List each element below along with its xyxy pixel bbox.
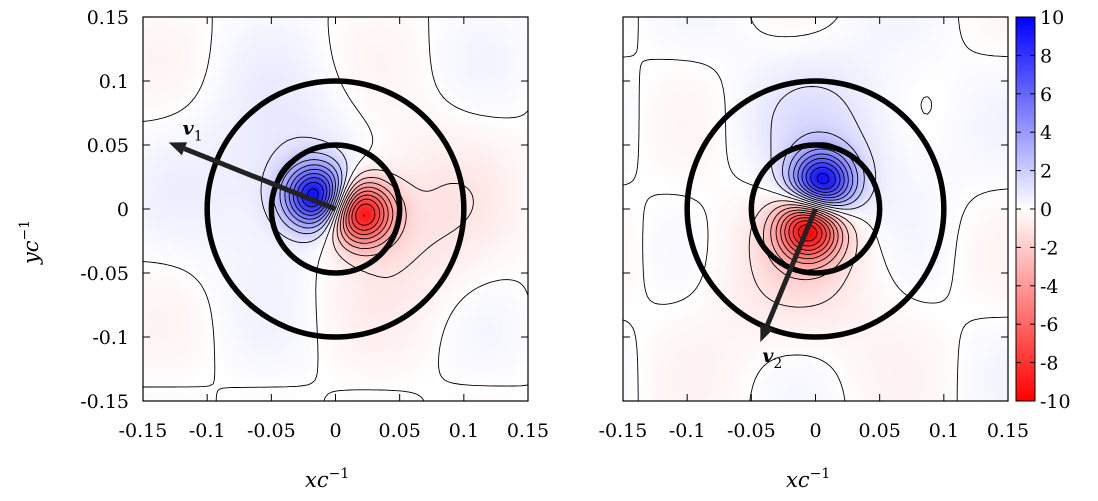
contour-line [332, 169, 474, 278]
contour-line [351, 198, 381, 231]
colorbar-tick-label: -4 [1040, 276, 1059, 298]
contour-line [348, 194, 385, 236]
contour-line [775, 209, 839, 265]
y-tick-label: 0 [117, 199, 129, 221]
x-tick-label: 0.15 [987, 420, 1029, 442]
x-tick-label: 0.1 [449, 420, 479, 442]
colorbar-tick-label: -10 [1040, 391, 1071, 413]
contour-line [805, 162, 841, 193]
contour-line [143, 17, 528, 401]
x-tick-label: -0.05 [727, 420, 776, 442]
colorbar-tick-label: 6 [1040, 84, 1052, 106]
x-tick-label: 0.15 [507, 420, 549, 442]
colorbar-tick-label: -6 [1040, 314, 1059, 336]
y-tick-label: 0.15 [87, 7, 129, 29]
contour-line [345, 190, 389, 240]
x-tick-label: -0.15 [119, 420, 168, 442]
y-tick-label: 0.1 [99, 71, 129, 93]
contour-line [797, 153, 849, 199]
left-y-tick-labels: 0.15 0.1 0.05 0 -0.05 -0.1 -0.15 [80, 7, 129, 413]
right-contours [623, 17, 1008, 401]
right-circles [684, 78, 947, 340]
left-x-tick-labels: -0.15 -0.1 -0.05 0 0.05 0.1 0.15 [119, 420, 550, 442]
right-x-axis-label: xc−1 [786, 466, 830, 492]
colorbar-tick-label: 0 [1040, 199, 1052, 221]
vector-head [168, 142, 188, 156]
contour-line [784, 214, 831, 255]
left-vector-label: v1 [183, 117, 203, 144]
y-tick-label: 0.05 [87, 135, 129, 157]
x-tick-label: 0 [809, 420, 821, 442]
contour-line [780, 212, 835, 260]
contour-line [810, 166, 836, 190]
contour-line [362, 214, 365, 217]
contour-line [279, 159, 339, 229]
contour-line [793, 148, 854, 201]
x-tick-label: 0.1 [929, 420, 959, 442]
x-tick-label: -0.1 [669, 420, 706, 442]
x-tick-label: 0 [329, 420, 341, 442]
contour-line [816, 172, 830, 185]
right-ticks [622, 16, 1009, 402]
left-y-axis-label: yc−1 [17, 220, 43, 265]
x-tick-label: -0.1 [189, 420, 226, 442]
reference-circle [748, 142, 883, 276]
x-tick-label: 0.05 [379, 420, 421, 442]
vector-head [760, 323, 774, 343]
vector-shaft [183, 146, 337, 212]
colorbar-ticks [1016, 16, 1035, 402]
contour-line [355, 203, 376, 226]
x-tick-label: 0.05 [859, 420, 901, 442]
reference-circle [684, 78, 947, 340]
y-tick-label: -0.05 [80, 263, 129, 285]
left-x-axis-label: xc−1 [305, 466, 349, 492]
right-vector [760, 208, 818, 343]
left-panel: -0.15 -0.1 -0.05 0 0.05 0.1 0.15 0.150.10.050-… [17, 7, 549, 492]
colorbar-tick-labels: 10 8 6 4 2 0 -2 -4 -6 -8 -10 [1040, 7, 1071, 413]
y-tick-label: -0.15 [80, 391, 129, 413]
left-contours [143, 17, 528, 401]
right-panel: -0.15 -0.1 -0.05 0 0.05 0.1 0.15 v2 xc−1 [599, 16, 1030, 492]
x-tick-label: -0.05 [247, 420, 296, 442]
vector-shaft [764, 208, 818, 328]
left-vector [168, 142, 337, 212]
colorbar-tick-label: 4 [1040, 122, 1052, 144]
left-circles [204, 78, 467, 340]
colorbar-tick-label: -2 [1040, 237, 1059, 259]
contour-line [342, 186, 394, 244]
colorbar-tick-label: 2 [1040, 161, 1052, 183]
contour-line [801, 157, 845, 196]
contour-line [792, 220, 823, 247]
reference-circle [204, 78, 467, 340]
reference-circle [268, 142, 403, 276]
right-vector-label: v2 [762, 345, 782, 372]
right-x-tick-labels: -0.15 -0.1 -0.05 0 0.05 0.1 0.15 [599, 420, 1030, 442]
x-tick-label: -0.15 [599, 420, 648, 442]
contour-line [623, 17, 1008, 401]
y-tick-label: -0.1 [92, 327, 129, 349]
colorbar-tick-label: 8 [1040, 45, 1052, 67]
colorbar-tick-label: -8 [1040, 353, 1059, 375]
colorbar: 10 8 6 4 2 0 -2 -4 -6 -8 -10 [1015, 7, 1071, 413]
colorbar-tick-label: 10 [1040, 7, 1064, 29]
left-ticks [142, 16, 529, 402]
